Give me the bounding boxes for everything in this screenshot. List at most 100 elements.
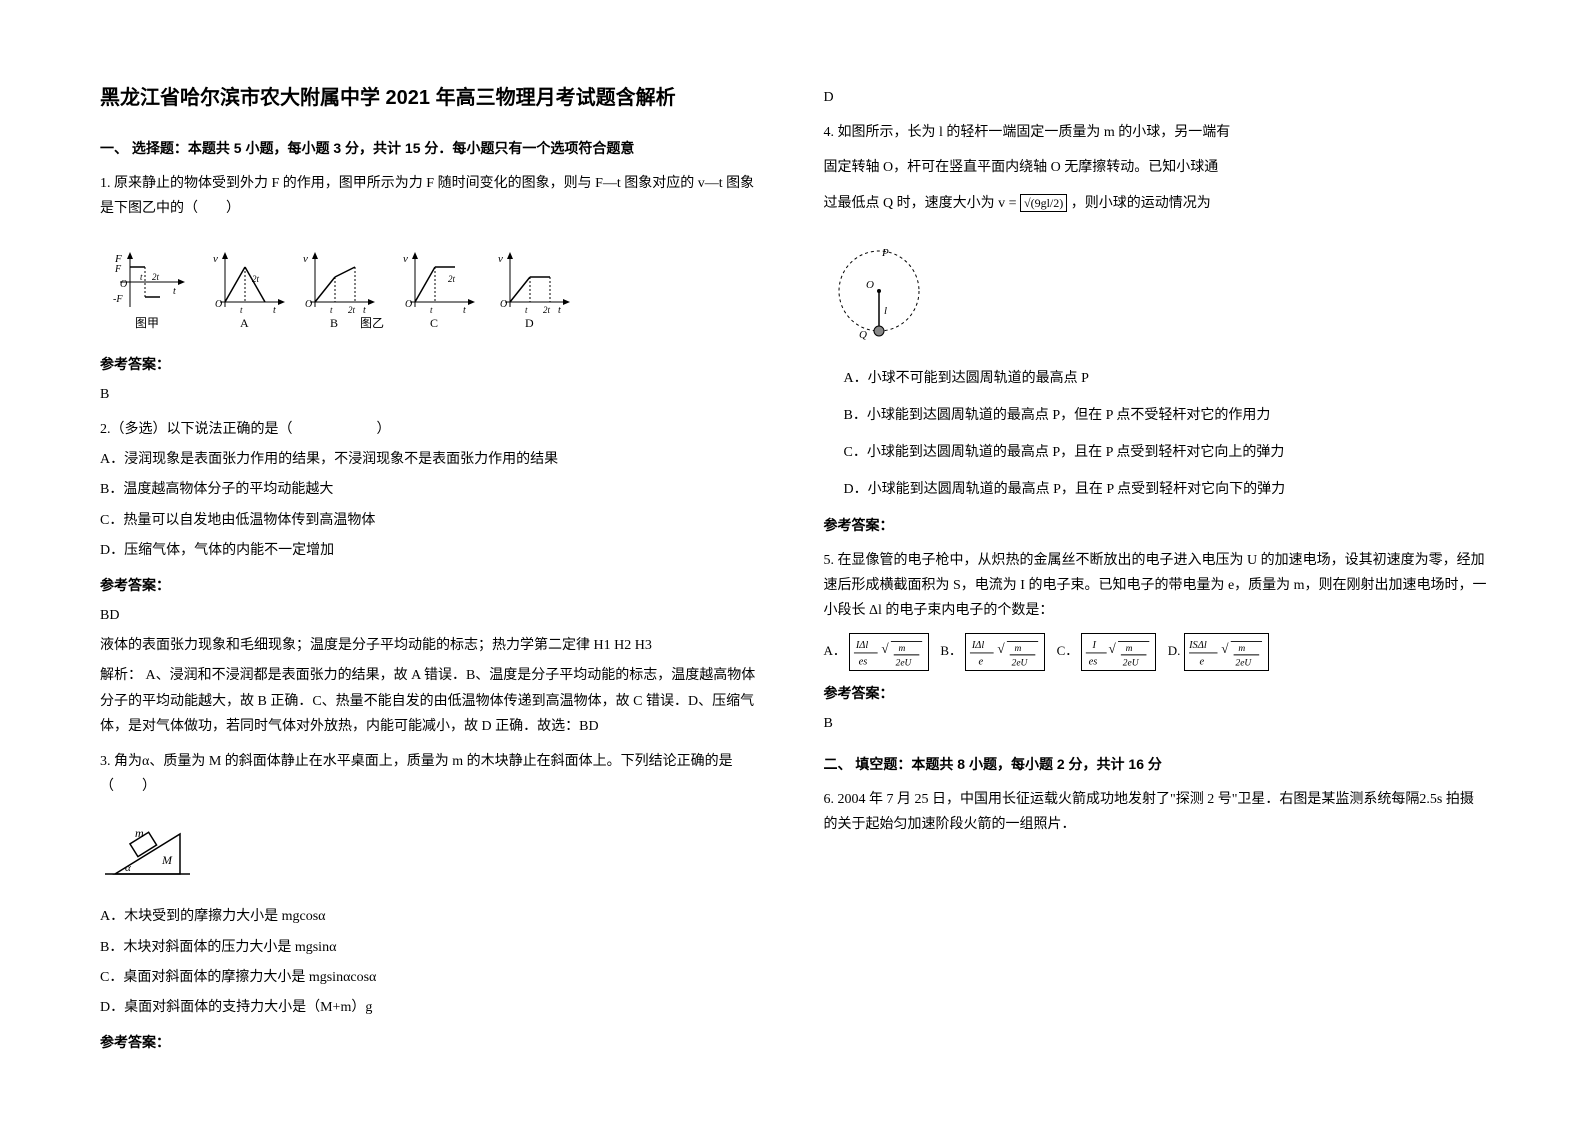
- q4-opt-a: A．小球不可能到达圆周轨道的最高点 P: [844, 366, 1488, 391]
- svg-text:m: m: [1015, 644, 1022, 654]
- svg-text:O: O: [866, 279, 874, 291]
- svg-text:B: B: [330, 316, 338, 330]
- q5-opt-d-label: D.: [1168, 643, 1181, 658]
- q1-answer-label: 参考答案：: [100, 352, 764, 377]
- q3-answer-label: 参考答案：: [100, 1030, 764, 1055]
- svg-text:l: l: [884, 305, 887, 317]
- svg-text:2t: 2t: [448, 274, 456, 284]
- q5-opt-c-label: C．: [1057, 643, 1079, 658]
- svg-text:t: t: [430, 305, 433, 315]
- question-2: 2.（多选）以下说法正确的是（ ） A．浸润现象是表面张力作用的结果，不浸润现象…: [100, 417, 764, 563]
- svg-text:IΔl: IΔl: [971, 640, 985, 651]
- q1-figure: F F O -F t 2t t 图甲: [100, 232, 764, 342]
- q5-answer: B: [824, 711, 1488, 736]
- svg-text:O: O: [305, 299, 312, 310]
- q5-answer-label: 参考答案：: [824, 681, 1488, 706]
- svg-text:α: α: [125, 862, 131, 874]
- q4-text-1: 4. 如图所示，长为 l 的轻杆一端固定一质量为 m 的小球，另一端有: [824, 120, 1488, 145]
- svg-text:P: P: [881, 247, 889, 259]
- svg-text:I: I: [1092, 640, 1097, 651]
- q3-opt-d: D．桌面对斜面体的支持力大小是（M+m）g: [100, 995, 764, 1020]
- svg-text:m: m: [899, 644, 906, 654]
- q2-opt-c: C．热量可以自发地由低温物体传到高温物体: [100, 508, 764, 533]
- q6-text: 6. 2004 年 7 月 25 日，中国用长征运载火箭成功地发射了"探测 2 …: [824, 787, 1488, 837]
- svg-text:-F: -F: [113, 294, 123, 305]
- q3-figure: m M α: [100, 809, 764, 894]
- q4-answer-label: 参考答案：: [824, 513, 1488, 538]
- q4-opt-d: D．小球能到达圆周轨道的最高点 P，且在 P 点受到轻杆对它向下的弹力: [844, 477, 1488, 502]
- svg-text:t: t: [363, 305, 366, 316]
- q3-opt-c: C．桌面对斜面体的摩擦力大小是 mgsinαcosα: [100, 965, 764, 990]
- question-6: 6. 2004 年 7 月 25 日，中国用长征运载火箭成功地发射了"探测 2 …: [824, 787, 1488, 837]
- question-3: 3. 角为α、质量为 M 的斜面体静止在水平桌面上，质量为 m 的木块静止在斜面…: [100, 749, 764, 1020]
- q5-opt-a-label: A．: [824, 643, 846, 658]
- q1-text: 1. 原来静止的物体受到外力 F 的作用，图甲所示为力 F 随时间变化的图象，则…: [100, 171, 764, 221]
- q3-opt-a: A．木块受到的摩擦力大小是 mgcosα: [100, 904, 764, 929]
- svg-text:O: O: [500, 299, 507, 310]
- svg-text:√: √: [882, 641, 890, 656]
- question-1: 1. 原来静止的物体受到外力 F 的作用，图甲所示为力 F 随时间变化的图象，则…: [100, 171, 764, 341]
- svg-text:√: √: [1109, 641, 1117, 656]
- svg-text:D: D: [525, 316, 534, 330]
- q2-answer: BD: [100, 603, 764, 628]
- svg-text:图甲: 图甲: [135, 316, 159, 330]
- svg-text:v: v: [213, 253, 218, 265]
- section-1-title: 一、 选择题：本题共 5 小题，每小题 3 分，共计 15 分．每小题只有一个选…: [100, 136, 764, 161]
- q4-text-3-wrap: 过最低点 Q 时，速度大小为 v = √(9gl/2) ，则小球的运动情况为: [824, 191, 1488, 216]
- svg-text:M: M: [161, 853, 173, 867]
- svg-text:2eU: 2eU: [1123, 659, 1140, 669]
- q5-text: 5. 在显像管的电子枪中，从炽热的金属丝不断放出的电子进入电压为 U 的加速电场…: [824, 548, 1488, 624]
- svg-text:2eU: 2eU: [1235, 659, 1252, 669]
- svg-text:m: m: [135, 826, 144, 840]
- q4-opt-b: B．小球能到达圆周轨道的最高点 P，但在 P 点不受轻杆对它的作用力: [844, 403, 1488, 428]
- svg-text:C: C: [430, 316, 438, 330]
- svg-text:t: t: [330, 305, 333, 315]
- svg-text:2t: 2t: [252, 274, 260, 284]
- q4-formula: √(9gl/2): [1020, 194, 1067, 212]
- svg-text:O: O: [120, 279, 127, 290]
- svg-text:t: t: [558, 305, 561, 316]
- q4-text-3: 过最低点 Q 时，速度大小为 v =: [824, 196, 1017, 211]
- q2-text: 2.（多选）以下说法正确的是（ ）: [100, 417, 764, 442]
- svg-text:O: O: [215, 299, 222, 310]
- svg-text:es: es: [859, 657, 868, 668]
- q2-explain-2: 解析： A、浸润和不浸润都是表面张力的结果，故 A 错误．B、温度是分子平均动能…: [100, 663, 764, 739]
- question-5: 5. 在显像管的电子枪中，从炽热的金属丝不断放出的电子进入电压为 U 的加速电场…: [824, 548, 1488, 672]
- svg-text:Q: Q: [859, 329, 867, 341]
- svg-text:v: v: [403, 253, 408, 265]
- q2-opt-d: D．压缩气体，气体的内能不一定增加: [100, 538, 764, 563]
- svg-text:e: e: [1199, 657, 1204, 668]
- q4-text-2: 固定转轴 O，杆可在竖直平面内绕轴 O 无摩擦转动。已知小球通: [824, 155, 1488, 180]
- svg-text:t: t: [140, 272, 143, 282]
- q4-figure: P O l Q: [824, 226, 1488, 356]
- q3-text: 3. 角为α、质量为 M 的斜面体静止在水平桌面上，质量为 m 的木块静止在斜面…: [100, 749, 764, 799]
- svg-text:v: v: [303, 253, 308, 265]
- svg-text:m: m: [1126, 644, 1133, 654]
- right-column: D 4. 如图所示，长为 l 的轻杆一端固定一质量为 m 的小球，另一端有 固定…: [824, 80, 1488, 1060]
- svg-text:v: v: [498, 253, 503, 265]
- q5-options: A． IΔl es √ m 2eU B． IΔl e √: [824, 633, 1488, 671]
- svg-text:es: es: [1089, 657, 1098, 668]
- svg-text:O: O: [405, 299, 412, 310]
- svg-text:2t: 2t: [543, 305, 551, 315]
- question-4: 4. 如图所示，长为 l 的轻杆一端固定一质量为 m 的小球，另一端有 固定转轴…: [824, 120, 1488, 502]
- q3-opt-b: B．木块对斜面体的压力大小是 mgsinα: [100, 935, 764, 960]
- svg-text:图乙: 图乙: [360, 316, 384, 330]
- svg-text:2eU: 2eU: [1012, 659, 1029, 669]
- svg-text:t: t: [173, 286, 176, 297]
- svg-text:2t: 2t: [348, 305, 356, 315]
- svg-text:m: m: [1238, 644, 1245, 654]
- section-2-title: 二、 填空题：本题共 8 小题，每小题 2 分，共计 16 分: [824, 752, 1488, 777]
- q1-answer: B: [100, 382, 764, 407]
- svg-text:t: t: [525, 305, 528, 315]
- main-title: 黑龙江省哈尔滨市农大附属中学 2021 年高三物理月考试题含解析: [100, 80, 764, 116]
- svg-text:e: e: [979, 657, 984, 668]
- svg-text:2eU: 2eU: [896, 659, 913, 669]
- left-column: 黑龙江省哈尔滨市农大附属中学 2021 年高三物理月考试题含解析 一、 选择题：…: [100, 80, 764, 1060]
- svg-text:√: √: [1221, 641, 1229, 656]
- svg-text:2t: 2t: [152, 272, 160, 282]
- q2-opt-b: B．温度越高物体分子的平均动能越大: [100, 477, 764, 502]
- q5-opt-b-label: B．: [940, 643, 962, 658]
- svg-text:t: t: [240, 305, 243, 315]
- svg-text:ISΔl: ISΔl: [1188, 640, 1207, 651]
